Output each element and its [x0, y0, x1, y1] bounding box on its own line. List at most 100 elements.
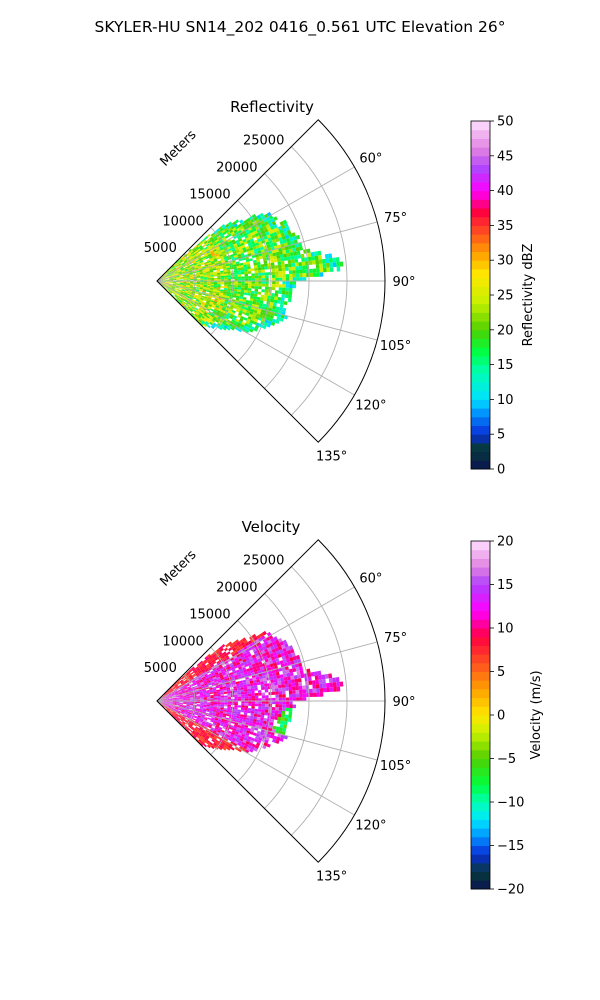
data-cell	[202, 251, 207, 255]
data-cell	[252, 647, 257, 652]
data-cell	[200, 296, 205, 299]
data-cell	[196, 275, 201, 277]
data-cell	[206, 284, 211, 287]
data-cell	[174, 287, 179, 290]
data-cell	[246, 644, 251, 649]
data-cell	[213, 316, 218, 320]
colorbar-segment	[471, 364, 490, 374]
data-cell	[226, 685, 230, 689]
data-cell	[210, 728, 214, 732]
data-cell	[178, 264, 183, 268]
data-cell	[281, 235, 287, 241]
data-cell	[322, 263, 327, 268]
data-cell	[210, 237, 215, 242]
data-cell	[238, 658, 243, 662]
data-cell	[192, 735, 196, 739]
data-cell	[235, 717, 240, 721]
data-cell	[164, 706, 168, 709]
data-cell	[235, 309, 240, 313]
data-cell	[262, 745, 267, 750]
data-cell	[213, 309, 217, 314]
data-cell	[171, 272, 175, 275]
data-cell	[218, 306, 223, 310]
data-cell	[212, 667, 217, 671]
data-cell	[277, 261, 282, 266]
data-cell	[220, 259, 225, 262]
data-cell	[234, 740, 239, 745]
data-cell	[247, 653, 252, 658]
data-cell	[200, 736, 204, 741]
data-cell	[315, 263, 320, 269]
data-cell	[276, 642, 281, 648]
data-cell	[165, 696, 169, 698]
data-cell	[285, 291, 289, 295]
data-cell	[258, 644, 263, 649]
data-cell	[226, 265, 230, 269]
data-cell	[169, 290, 173, 293]
data-cell	[217, 662, 222, 666]
data-cell	[203, 732, 208, 736]
data-cell	[239, 718, 243, 722]
data-cell	[187, 292, 192, 295]
data-cell	[246, 310, 251, 314]
data-cell	[274, 713, 279, 717]
data-cell	[224, 737, 229, 742]
data-cell	[217, 695, 221, 698]
data-cell	[210, 652, 215, 657]
data-cell	[161, 275, 165, 278]
data-cell	[243, 745, 248, 750]
data-cell	[188, 674, 193, 678]
data-cell	[201, 295, 205, 298]
data-cell	[226, 312, 231, 316]
data-cell	[198, 721, 203, 724]
colorbar-segment	[471, 225, 490, 235]
data-cell	[204, 724, 209, 727]
data-cell	[198, 678, 203, 681]
radial-tick-label: 5000	[144, 661, 177, 676]
data-cell	[206, 300, 211, 303]
data-cell	[233, 690, 238, 693]
data-cell	[243, 686, 248, 690]
data-cell	[176, 277, 180, 279]
data-cell	[218, 746, 223, 751]
data-cell	[184, 269, 189, 272]
data-cell	[235, 239, 240, 244]
data-cell	[279, 641, 285, 646]
data-cell	[181, 262, 185, 265]
data-cell	[213, 273, 218, 276]
data-cell	[216, 676, 221, 680]
data-cell	[273, 224, 278, 229]
data-cell	[250, 231, 255, 236]
data-cell	[266, 323, 271, 328]
data-cell	[175, 266, 179, 269]
data-cell	[196, 274, 200, 276]
data-cell	[172, 279, 177, 281]
data-cell	[253, 636, 259, 641]
data-cell	[254, 695, 259, 699]
data-cell	[226, 314, 231, 318]
data-cell	[227, 248, 232, 252]
data-cell	[207, 263, 212, 266]
data-cell	[216, 707, 221, 710]
data-cell	[171, 265, 174, 269]
data-cell	[283, 231, 289, 236]
data-cell	[176, 703, 180, 704]
data-cell	[214, 664, 219, 668]
data-cell	[280, 680, 285, 685]
data-cell	[203, 246, 208, 250]
data-cell	[177, 682, 181, 686]
data-cell	[175, 696, 180, 698]
data-cell	[319, 267, 324, 273]
angular-gridline	[156, 586, 355, 702]
data-cell	[244, 323, 249, 328]
data-cell	[239, 682, 244, 686]
data-cell	[248, 322, 253, 327]
data-cell	[298, 265, 303, 270]
data-cell	[179, 698, 184, 700]
data-cell	[259, 314, 264, 319]
data-cell	[244, 707, 248, 711]
data-cell	[281, 710, 286, 715]
data-cell	[207, 318, 212, 322]
data-cell	[257, 658, 262, 663]
data-cell	[238, 326, 244, 331]
